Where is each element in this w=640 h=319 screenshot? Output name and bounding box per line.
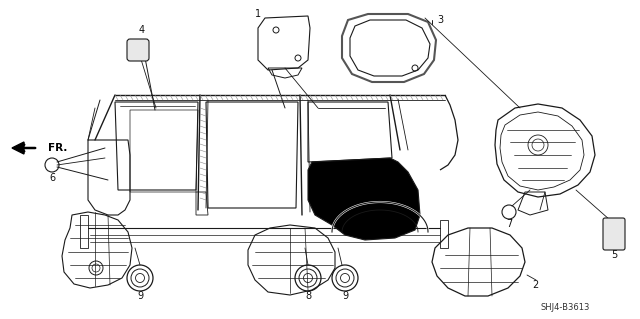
- Text: 9: 9: [137, 291, 143, 301]
- Text: 7: 7: [506, 219, 512, 229]
- Text: 5: 5: [611, 250, 617, 260]
- FancyBboxPatch shape: [127, 39, 149, 61]
- Text: SHJ4-B3613: SHJ4-B3613: [540, 303, 589, 313]
- Text: 3: 3: [437, 15, 443, 25]
- Polygon shape: [308, 158, 420, 240]
- Text: 1: 1: [255, 9, 261, 19]
- Text: 6: 6: [49, 173, 55, 183]
- Text: 4: 4: [139, 25, 145, 35]
- Text: 9: 9: [342, 291, 348, 301]
- Text: FR.: FR.: [48, 143, 67, 153]
- FancyBboxPatch shape: [603, 218, 625, 250]
- Text: 2: 2: [532, 280, 538, 290]
- Polygon shape: [12, 142, 24, 154]
- Text: 8: 8: [305, 291, 311, 301]
